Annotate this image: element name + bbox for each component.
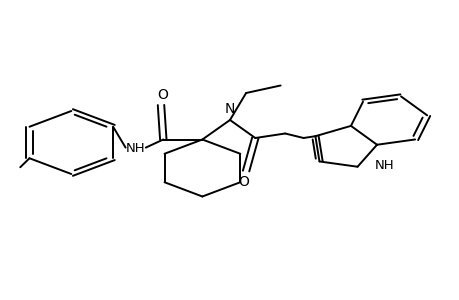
Text: O: O [238,175,249,188]
Text: NH: NH [374,159,394,172]
Text: O: O [157,88,168,102]
Text: NH: NH [126,142,145,155]
Text: N: N [224,102,235,116]
